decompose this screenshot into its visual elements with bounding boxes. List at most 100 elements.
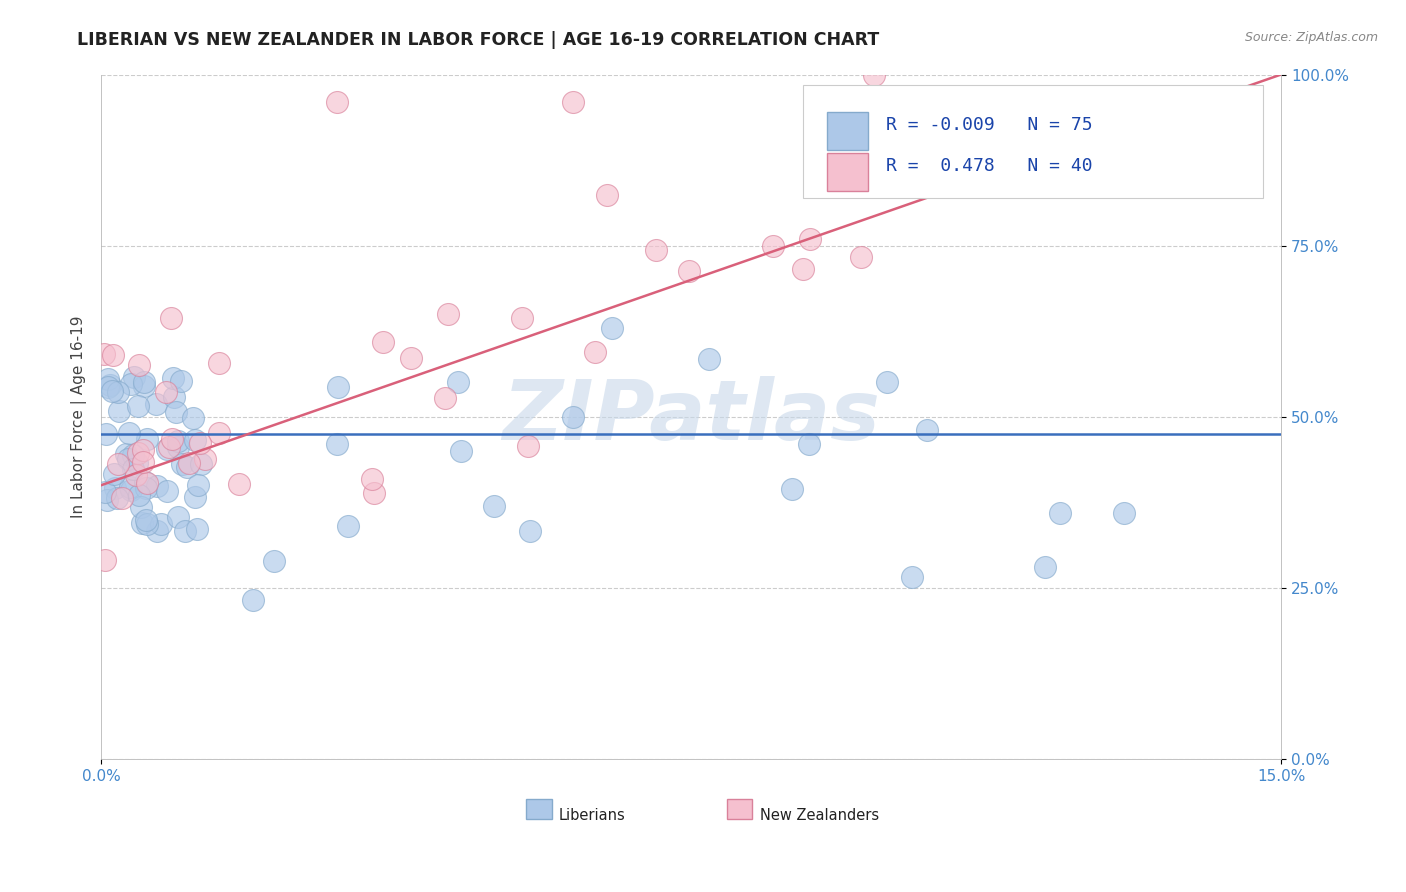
Point	[326, 95, 349, 109]
Point	[678, 264, 700, 278]
Point	[127, 456, 149, 470]
Point	[176, 459, 198, 474]
Point	[437, 307, 460, 321]
Point	[188, 436, 211, 450]
Point	[583, 345, 606, 359]
Point	[519, 524, 541, 538]
Point	[484, 499, 506, 513]
Point	[101, 384, 124, 398]
Point	[97, 380, 120, 394]
Point	[121, 462, 143, 476]
Point	[96, 492, 118, 507]
Point	[780, 483, 803, 497]
Point	[166, 509, 188, 524]
Point	[187, 477, 209, 491]
FancyBboxPatch shape	[803, 85, 1264, 198]
Point	[105, 491, 128, 505]
Point	[150, 517, 173, 532]
Point	[915, 424, 938, 438]
Point	[373, 334, 395, 349]
Text: New Zealanders: New Zealanders	[759, 808, 879, 823]
Point	[562, 95, 585, 109]
Point	[179, 456, 201, 470]
Point	[208, 426, 231, 441]
Point	[174, 524, 197, 538]
Point	[242, 593, 264, 607]
Point	[94, 552, 117, 566]
Point	[96, 427, 118, 442]
Point	[131, 516, 153, 531]
Point	[207, 356, 229, 370]
Point	[124, 370, 146, 384]
Point	[170, 374, 193, 388]
Point	[562, 409, 585, 424]
Point	[135, 516, 157, 531]
Point	[98, 377, 121, 392]
Point	[118, 426, 141, 441]
Point	[120, 376, 142, 391]
Point	[792, 261, 814, 276]
Point	[1049, 506, 1071, 520]
Point	[762, 239, 785, 253]
Point	[129, 500, 152, 514]
Point	[107, 457, 129, 471]
Point	[699, 352, 721, 367]
Point	[361, 472, 384, 486]
FancyBboxPatch shape	[827, 112, 868, 150]
Point	[117, 451, 139, 466]
Point	[1033, 560, 1056, 574]
Point	[450, 444, 472, 458]
Point	[120, 483, 142, 498]
Point	[797, 437, 820, 451]
Point	[136, 432, 159, 446]
Point	[167, 440, 190, 454]
Point	[156, 442, 179, 456]
Point	[849, 250, 872, 264]
Point	[128, 487, 150, 501]
Point	[263, 553, 285, 567]
Point	[128, 359, 150, 373]
Point	[93, 347, 115, 361]
Point	[145, 397, 167, 411]
Point	[184, 490, 207, 504]
Text: Source: ZipAtlas.com: Source: ZipAtlas.com	[1244, 31, 1378, 45]
Text: ZIPatlas: ZIPatlas	[502, 376, 880, 458]
Point	[108, 403, 131, 417]
Point	[94, 485, 117, 500]
Point	[433, 391, 456, 405]
Point	[326, 380, 349, 394]
Point	[901, 570, 924, 584]
Point	[326, 437, 349, 451]
Point	[876, 375, 898, 389]
Point	[162, 433, 184, 447]
Point	[127, 400, 149, 414]
Text: R =  0.478   N = 40: R = 0.478 N = 40	[886, 157, 1092, 175]
Point	[516, 440, 538, 454]
Point	[645, 243, 668, 257]
Point	[101, 348, 124, 362]
Point	[136, 475, 159, 490]
Text: LIBERIAN VS NEW ZEALANDER IN LABOR FORCE | AGE 16-19 CORRELATION CHART: LIBERIAN VS NEW ZEALANDER IN LABOR FORCE…	[77, 31, 880, 49]
Point	[155, 385, 177, 400]
Text: R = -0.009   N = 75: R = -0.009 N = 75	[886, 116, 1092, 134]
Point	[863, 68, 886, 82]
Point	[114, 447, 136, 461]
Point	[228, 476, 250, 491]
Point	[132, 443, 155, 458]
Point	[122, 448, 145, 462]
Text: Liberians: Liberians	[560, 808, 626, 823]
Point	[399, 351, 422, 365]
Point	[181, 411, 204, 425]
Point	[159, 310, 181, 325]
FancyBboxPatch shape	[526, 798, 553, 819]
Point	[146, 524, 169, 538]
Point	[134, 475, 156, 489]
Point	[103, 467, 125, 482]
Point	[184, 433, 207, 447]
FancyBboxPatch shape	[727, 798, 752, 819]
Point	[118, 480, 141, 494]
Point	[156, 483, 179, 498]
Point	[799, 232, 821, 246]
Point	[825, 166, 848, 180]
Point	[125, 467, 148, 482]
